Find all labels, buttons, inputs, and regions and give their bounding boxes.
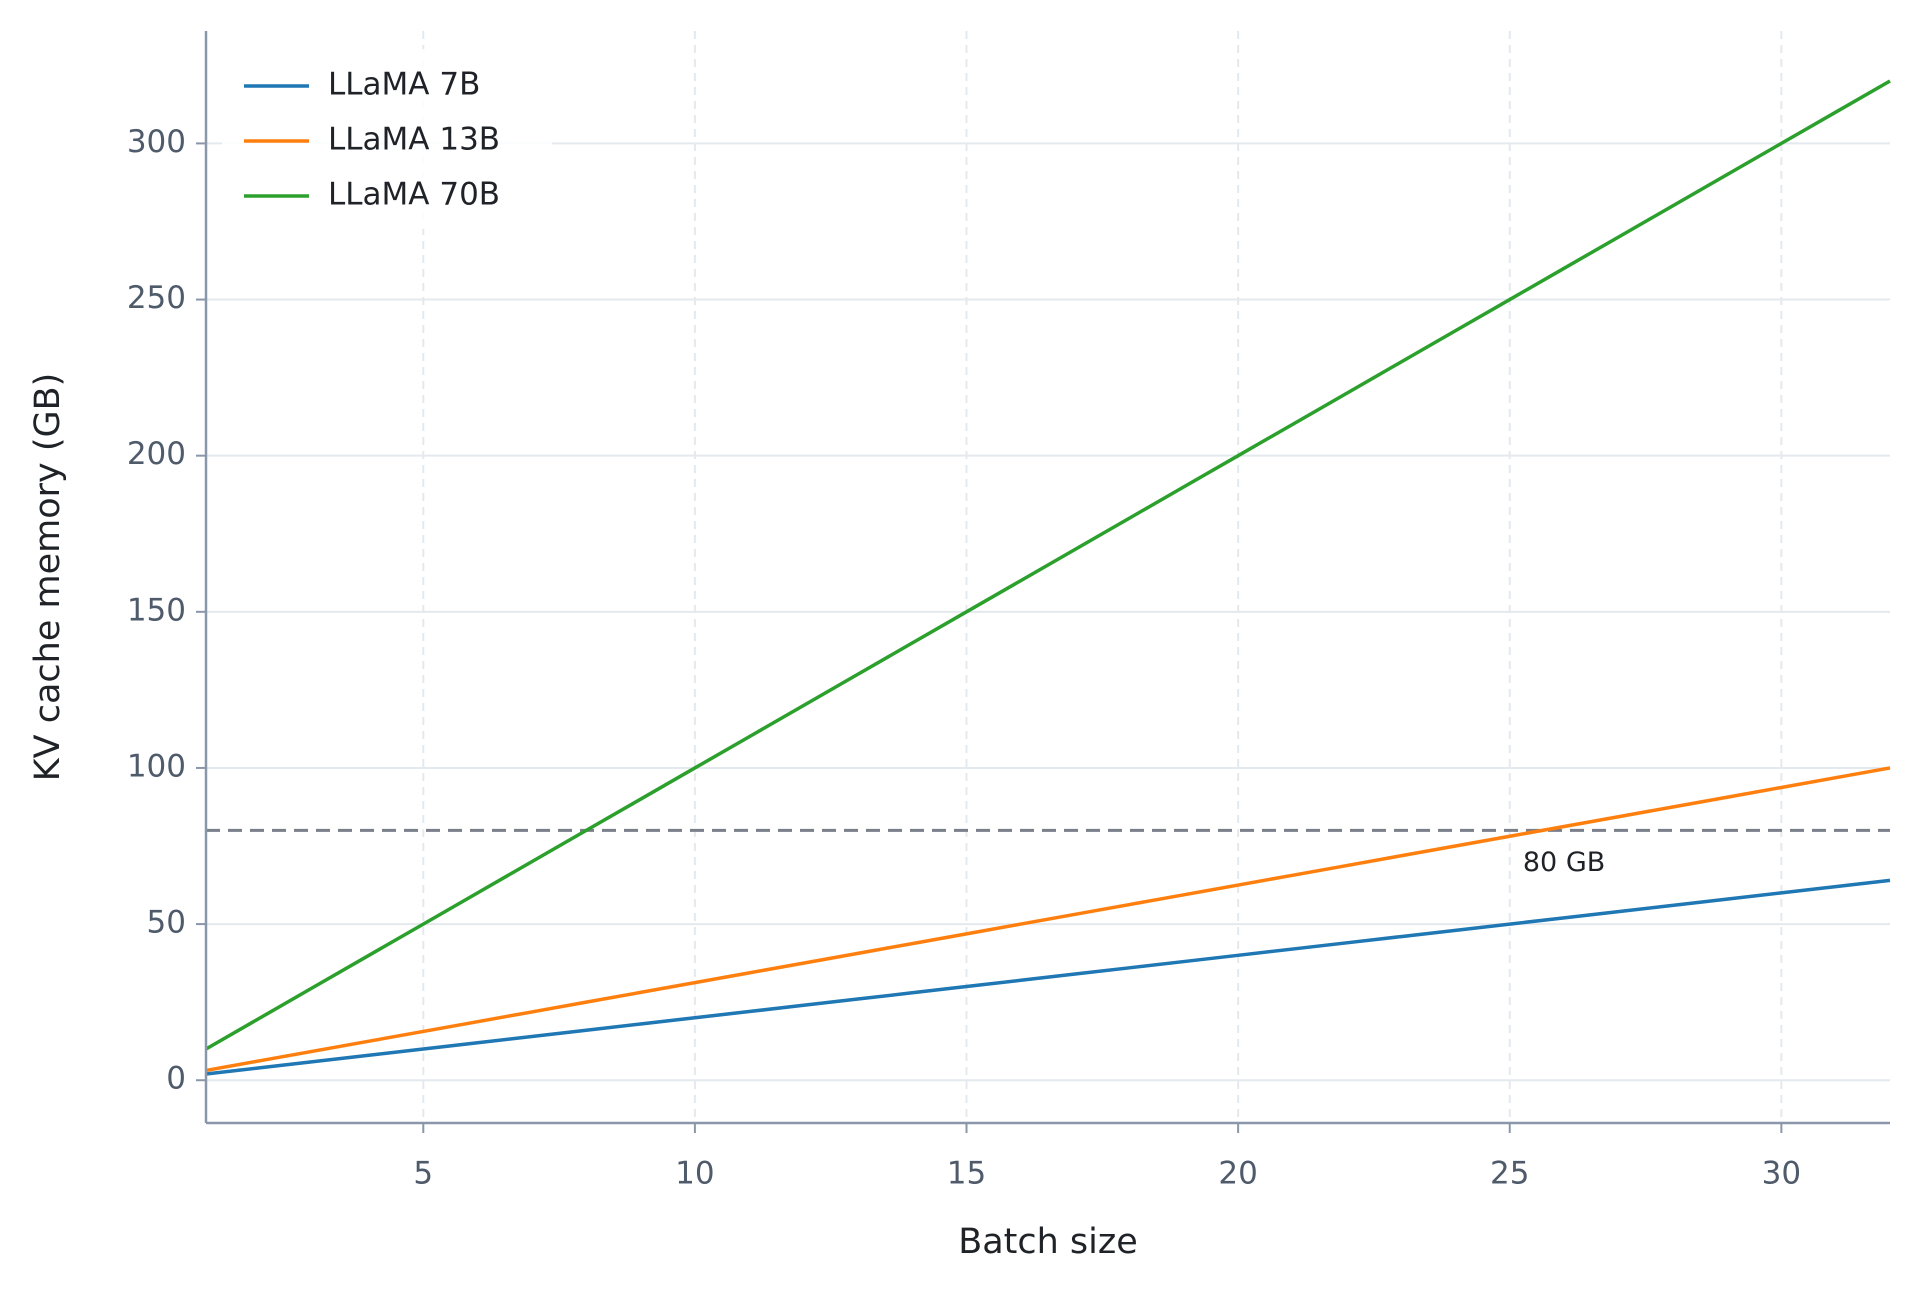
x-tick-label: 30 bbox=[1762, 1156, 1801, 1192]
y-tick-label: 0 bbox=[166, 1061, 186, 1097]
series-line bbox=[205, 79, 1891, 1051]
legend-label: LLaMA 70B bbox=[328, 177, 500, 213]
series-line bbox=[205, 878, 1891, 1076]
series-line bbox=[205, 766, 1891, 1073]
legend-label: LLaMA 7B bbox=[328, 67, 480, 103]
x-tick-label: 10 bbox=[675, 1156, 714, 1192]
legend-box bbox=[222, 49, 552, 229]
x-tick-label: 25 bbox=[1490, 1156, 1529, 1192]
legend: LLaMA 7B LLaMA 13B LLaMA 70B bbox=[222, 49, 552, 229]
y-tick-label: 200 bbox=[127, 436, 186, 472]
x-axis-label: Batch size bbox=[958, 1222, 1138, 1262]
y-tick-label: 50 bbox=[147, 905, 186, 941]
reference-label: 80 GB bbox=[1523, 847, 1605, 878]
y-tick-label: 100 bbox=[127, 748, 186, 784]
y-tick-label: 250 bbox=[127, 280, 186, 316]
y-tick-label: 150 bbox=[127, 592, 186, 628]
y-tick-label: 300 bbox=[127, 124, 186, 160]
x-tick-label: 20 bbox=[1218, 1156, 1257, 1192]
legend-label: LLaMA 13B bbox=[328, 122, 500, 158]
x-tick-label: 5 bbox=[413, 1156, 433, 1192]
y-axis-label: KV cache memory (GB) bbox=[28, 373, 68, 782]
x-tick-label: 15 bbox=[947, 1156, 986, 1192]
